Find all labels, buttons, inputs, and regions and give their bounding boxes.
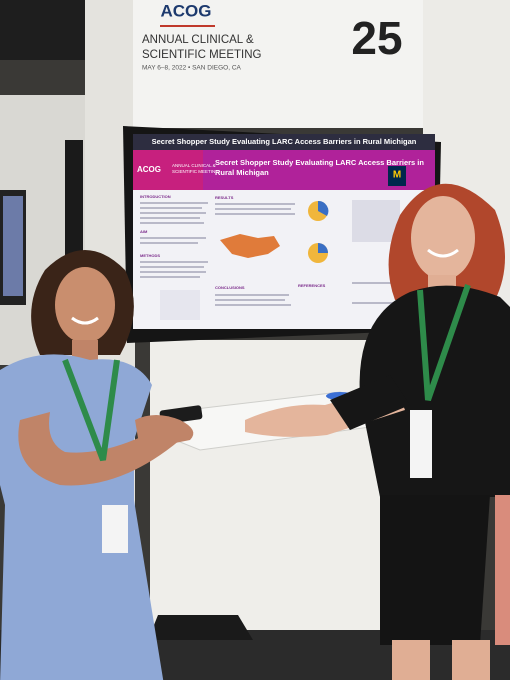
university-logo-mark: M bbox=[393, 170, 401, 181]
shape bbox=[140, 276, 200, 278]
shape bbox=[140, 202, 208, 204]
section-heading: RESULTS bbox=[215, 195, 234, 200]
legs bbox=[452, 640, 490, 680]
legs bbox=[392, 640, 430, 680]
poster-figure bbox=[160, 290, 200, 320]
shape bbox=[140, 217, 200, 219]
poster-meeting-line: ANNUAL CLINICAL & bbox=[172, 163, 216, 168]
hands bbox=[135, 415, 194, 450]
booth-header-panel bbox=[133, 0, 423, 128]
university-logo bbox=[388, 166, 406, 186]
booth-meeting-line: ANNUAL CLINICAL & bbox=[142, 34, 254, 46]
face bbox=[411, 196, 475, 280]
booth-dates: MAY 6–8, 2022 • SAN DIEGO, CA bbox=[142, 65, 242, 72]
pie-slice bbox=[318, 243, 328, 253]
shape bbox=[140, 261, 208, 263]
shape bbox=[140, 242, 198, 244]
poster: Secret Shopper Study Evaluating LARC Acc… bbox=[133, 134, 435, 329]
pie-slice bbox=[318, 200, 329, 216]
blazer bbox=[359, 285, 510, 497]
pillar-monitor bbox=[65, 140, 83, 260]
arm bbox=[18, 412, 181, 486]
shape bbox=[352, 282, 398, 284]
poster-meeting-line: SCIENTIFIC MEETING bbox=[172, 169, 219, 174]
booth-meeting-line: SCIENTIFIC MEETING bbox=[142, 49, 262, 61]
poster-title-line: Secret Shopper Study Evaluating LARC Acc… bbox=[215, 158, 424, 167]
badge bbox=[102, 505, 128, 553]
person-left bbox=[0, 250, 194, 680]
poster-header-accent bbox=[133, 150, 203, 190]
face bbox=[55, 267, 115, 343]
booth-number: 25 bbox=[351, 12, 402, 64]
shape bbox=[352, 302, 398, 304]
shape bbox=[215, 294, 289, 296]
shape bbox=[140, 266, 204, 268]
section-heading: CONCLUSIONS bbox=[215, 285, 245, 290]
bag bbox=[148, 615, 253, 640]
section-heading: REFERENCES bbox=[298, 283, 326, 288]
shape bbox=[215, 299, 285, 301]
person-right bbox=[245, 183, 510, 680]
shape bbox=[140, 207, 202, 209]
poster-logo: ACOG bbox=[137, 165, 161, 174]
section-heading: METHODS bbox=[140, 253, 160, 258]
side-monitor-screen bbox=[3, 196, 23, 296]
section-heading: AIM bbox=[140, 229, 148, 234]
poster-map bbox=[220, 234, 280, 258]
title-bar-text: Secret Shopper Study Evaluating LARC Acc… bbox=[152, 137, 417, 146]
badge bbox=[410, 410, 432, 478]
shape bbox=[215, 208, 291, 210]
shape bbox=[352, 200, 400, 242]
section-heading: INTRODUCTION bbox=[140, 194, 171, 199]
shape bbox=[215, 203, 295, 205]
smile bbox=[71, 316, 99, 325]
poster-text-lines bbox=[140, 200, 400, 306]
shape bbox=[140, 222, 204, 224]
shape bbox=[140, 271, 206, 273]
booth-logo: ACOG bbox=[161, 1, 212, 20]
lanyard bbox=[62, 358, 120, 462]
lanyard bbox=[417, 284, 471, 401]
shape bbox=[140, 212, 206, 214]
title-bar bbox=[133, 134, 435, 150]
sleeve bbox=[330, 375, 410, 430]
shape bbox=[215, 213, 295, 215]
smile bbox=[427, 248, 459, 258]
shape bbox=[140, 237, 206, 239]
skirt bbox=[380, 495, 490, 645]
bag-strap bbox=[495, 495, 510, 645]
shape bbox=[215, 304, 291, 306]
ceiling bbox=[0, 0, 95, 60]
poster-title-line: Rural Michigan bbox=[215, 168, 269, 177]
neck bbox=[72, 340, 98, 362]
